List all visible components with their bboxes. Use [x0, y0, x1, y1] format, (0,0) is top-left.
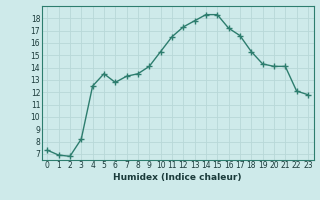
X-axis label: Humidex (Indice chaleur): Humidex (Indice chaleur) [113, 173, 242, 182]
